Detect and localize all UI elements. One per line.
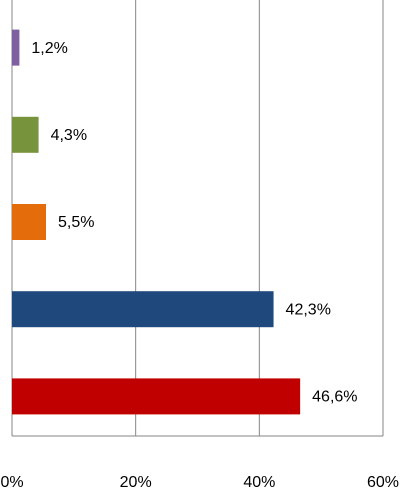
value-label: 4,3% bbox=[51, 127, 87, 144]
bar bbox=[12, 116, 39, 153]
x-tick-label: 20% bbox=[120, 474, 152, 491]
bar bbox=[12, 378, 301, 415]
x-tick-label: 60% bbox=[367, 474, 399, 491]
value-label: 1,2% bbox=[31, 40, 67, 57]
value-label: 5,5% bbox=[58, 214, 94, 231]
x-tick-label: 0% bbox=[0, 474, 23, 491]
x-tick-label: 40% bbox=[243, 474, 275, 491]
value-label: 42,3% bbox=[286, 301, 331, 318]
value-label: 46,6% bbox=[312, 389, 357, 406]
bar bbox=[12, 204, 47, 240]
bar bbox=[12, 29, 20, 66]
bar bbox=[12, 291, 274, 328]
